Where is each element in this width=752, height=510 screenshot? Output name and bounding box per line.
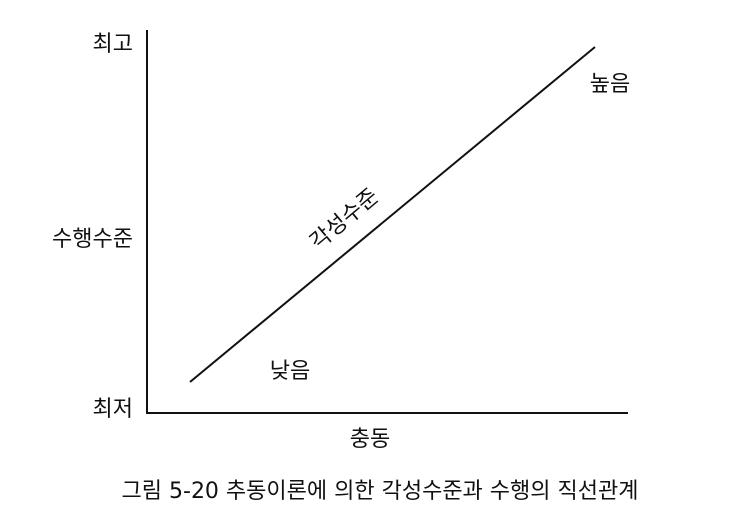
y-bottom-label: 최저 xyxy=(93,397,133,422)
y-top-label: 최고 xyxy=(93,32,133,57)
y-axis-label: 수행수준 xyxy=(52,227,133,252)
low-label: 낮음 xyxy=(270,359,310,384)
caption: 그림 5-20 추동이론에 의한 각성수준과 수행의 직선관계 xyxy=(122,479,639,504)
arousal-line xyxy=(189,46,596,383)
line-label: 각성수준 xyxy=(306,184,384,255)
x-axis-label: 충동 xyxy=(350,427,390,452)
high-label: 높음 xyxy=(590,72,630,97)
